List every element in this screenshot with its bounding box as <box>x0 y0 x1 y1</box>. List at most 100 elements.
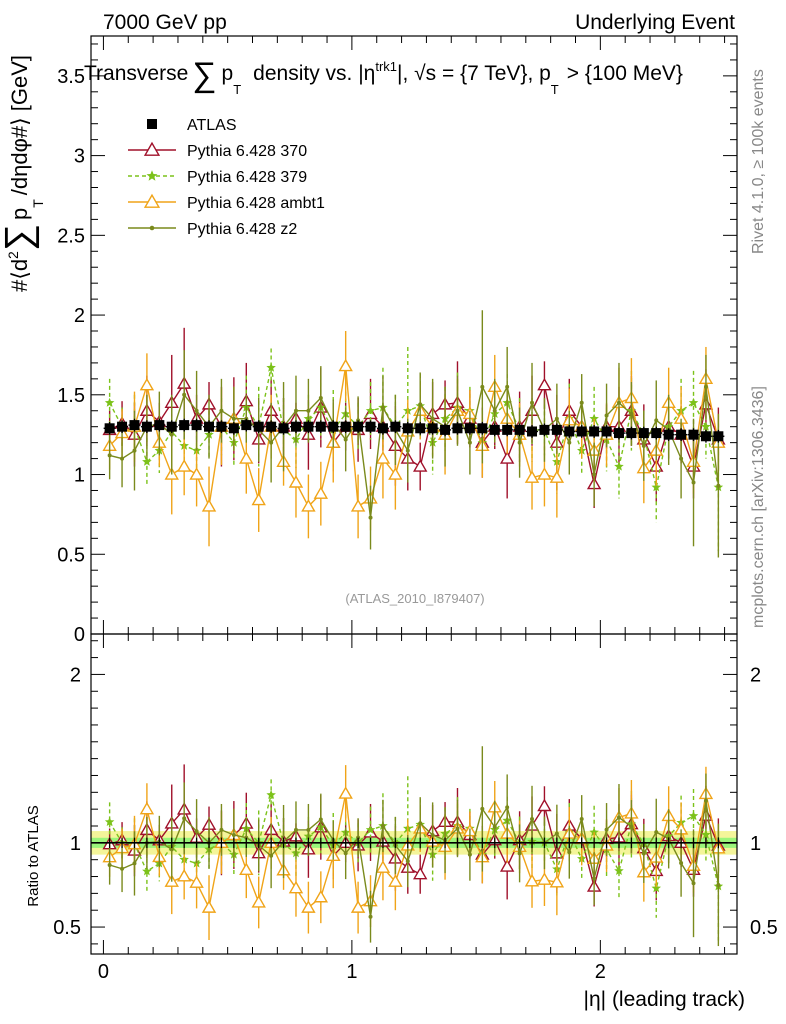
ratio-point <box>182 816 187 821</box>
ratio-point <box>338 786 353 799</box>
svg-text:Transverse∑pTdensity vs. |ηtrk: Transverse ∑ pTdensity vs. |ηtrk1|, √s = {… <box>84 56 683 97</box>
title-p: p <box>222 62 234 85</box>
ratio-y-tick-label: 2 <box>70 664 81 686</box>
main-point <box>290 421 301 432</box>
legend-marker <box>146 170 158 181</box>
mcplots-label: mcplots.cern.ch [arXiv:1306.3436] <box>750 386 767 628</box>
main-point <box>716 483 721 488</box>
ratio-point <box>455 826 460 831</box>
ratio-point <box>499 859 515 872</box>
ratio-point <box>269 853 274 858</box>
ratio-point <box>365 824 376 834</box>
legend-item: Pythia 6.428 379 <box>128 169 307 186</box>
main-point <box>614 461 624 471</box>
ratio-point <box>691 881 696 886</box>
main-point <box>554 416 559 421</box>
main-point <box>194 408 199 413</box>
main-point <box>368 515 373 520</box>
ratio-point <box>537 798 552 812</box>
main-point <box>524 470 540 483</box>
main-point <box>353 421 364 432</box>
main-point <box>613 428 624 439</box>
ratio-point <box>679 861 684 866</box>
ratio-point <box>614 865 624 875</box>
main-point <box>592 472 597 477</box>
main-point <box>505 384 510 389</box>
y-tick-label: 2.5 <box>57 225 85 247</box>
legend: ATLAS Pythia 6.428 370 Pythia 6.428 379 Pyt… <box>128 117 325 238</box>
main-point <box>269 440 274 445</box>
analysis-watermark: (ATLAS_2010_I879407) <box>345 591 484 606</box>
main-point <box>132 448 137 453</box>
ratio-frame <box>90 633 738 955</box>
ratio-point <box>701 829 711 839</box>
main-point <box>343 437 348 442</box>
ratio-point <box>405 859 410 864</box>
main-point <box>166 421 177 432</box>
ratio-point <box>413 866 428 880</box>
main-point <box>288 475 304 488</box>
ratio-point <box>219 827 224 832</box>
main-point <box>549 470 565 483</box>
main-point <box>676 429 687 440</box>
main-point <box>141 421 152 432</box>
rivet-label: Rivet 4.1.0, ≥ 100k events <box>750 69 767 254</box>
main-point <box>537 467 552 480</box>
main-point <box>402 423 413 434</box>
main-point <box>641 443 646 448</box>
main-line <box>109 365 720 510</box>
main-point <box>539 424 550 435</box>
ratio-point <box>505 805 510 810</box>
main-point <box>499 451 515 464</box>
y-tick-label: 1.5 <box>57 385 85 407</box>
ratio-y-tick-label-right: 2 <box>750 664 761 686</box>
ratio-point <box>132 861 137 866</box>
ratio-point <box>104 817 115 826</box>
ratio-ylabel: Ratio to ATLAS <box>25 805 42 906</box>
ratio-point <box>318 817 323 822</box>
legend-marker <box>147 119 157 129</box>
main-panel: 0 0.5 1 1.5 2 2.5 3 3.5 (ATLAS_2010_I879407) AT… <box>57 35 738 646</box>
legend-label: Pythia 6.428 379 <box>187 169 307 186</box>
ratio-y-tick-label: 1 <box>70 833 81 855</box>
main-point <box>703 384 708 389</box>
main-point <box>375 451 391 464</box>
ylabel-part-sq: 2 <box>5 251 21 259</box>
main-point <box>492 408 497 413</box>
main-point <box>239 451 254 464</box>
ylabel-part-T: T <box>30 199 46 208</box>
ratio-point <box>589 827 599 837</box>
legend-item: Pythia 6.428 ambt1 <box>128 193 325 212</box>
main-point <box>154 420 165 431</box>
main-point <box>701 421 711 431</box>
main-point <box>350 499 366 512</box>
main-point <box>179 420 190 431</box>
ratio-point <box>194 829 199 834</box>
main-point <box>514 424 525 435</box>
ratio-point <box>176 868 192 882</box>
svg-text:#⟨d2∑pT/dηdφ#⟩ [GeV]: #⟨d2∑ pT/dηdφ#⟩ [GeV] <box>0 55 46 292</box>
ratio-panel: 0.5 0.5 1 1 2 2 0 1 2 <box>53 633 778 983</box>
ratio-point <box>343 851 348 856</box>
main-point <box>418 402 423 407</box>
ratio-y-tick-label: 0.5 <box>53 917 81 939</box>
main-point <box>537 377 552 391</box>
ratio-point <box>604 827 609 832</box>
ratio-point <box>549 874 565 888</box>
ratio-point <box>517 851 522 856</box>
ratio-point <box>169 847 174 852</box>
main-point <box>318 395 323 400</box>
x-tick-label: 1 <box>346 961 357 983</box>
main-point <box>589 426 600 437</box>
ratio-point <box>288 880 304 894</box>
main-point <box>120 456 125 461</box>
plot-title: Transverse ∑ pTdensity vs. |ηtrk1|, √s = {… <box>84 56 683 97</box>
ratio-point <box>239 862 254 876</box>
main-point <box>228 423 239 434</box>
ratio-point <box>688 810 699 820</box>
main-point <box>629 411 634 416</box>
header-left: 7000 GeV pp <box>103 11 227 34</box>
title-sup: trk1 <box>375 59 397 74</box>
main-point <box>169 432 174 437</box>
ratio-point <box>641 851 646 856</box>
